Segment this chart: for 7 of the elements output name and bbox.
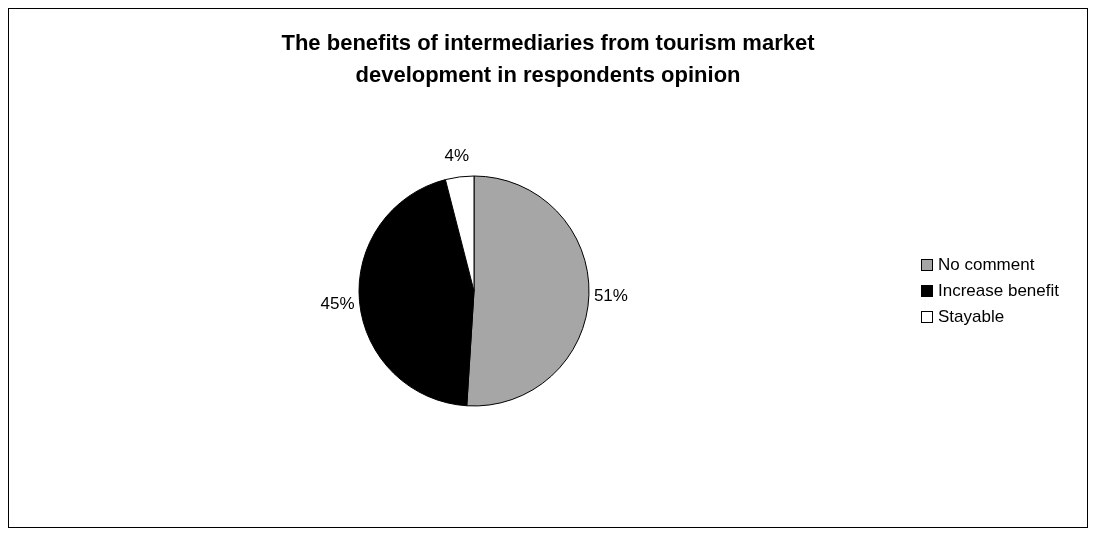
legend-label: Increase benefit [938,281,1059,301]
legend-label: Stayable [938,307,1005,327]
data-label: 45% [320,294,355,314]
chart-title: The benefits of intermediaries from tourism market development in respondents opinion [280,29,816,89]
legend-label: No comment [938,255,1035,275]
data-label: 4% [444,145,470,165]
data-label: 51% [593,285,628,305]
